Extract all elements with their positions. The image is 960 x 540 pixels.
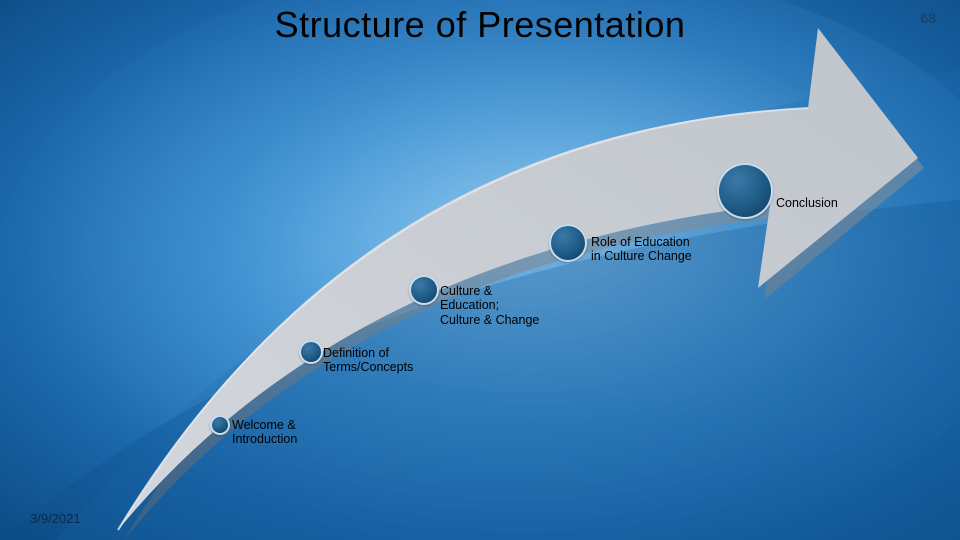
node-circle-icon: [210, 415, 230, 435]
timeline-node-4: [549, 224, 587, 262]
timeline-node-3: [409, 275, 439, 305]
node-label-1: Welcome & Introduction: [232, 418, 297, 447]
node-label-2: Definition of Terms/Concepts: [323, 346, 413, 375]
timeline-node-5: [717, 163, 773, 219]
node-label-5: Conclusion: [776, 196, 838, 210]
slide: Structure of Presentation 68 3/9/2021 We…: [0, 0, 960, 540]
node-circle-icon: [409, 275, 439, 305]
slide-title: Structure of Presentation: [0, 4, 960, 46]
node-circle-icon: [549, 224, 587, 262]
node-label-3: Culture & Education; Culture & Change: [440, 284, 539, 327]
timeline-node-2: [299, 340, 323, 364]
page-number: 68: [920, 10, 936, 26]
timeline-node-1: [210, 415, 230, 435]
slide-date: 3/9/2021: [30, 511, 81, 526]
node-label-4: Role of Education in Culture Change: [591, 235, 692, 264]
node-circle-icon: [299, 340, 323, 364]
curved-arrow: [0, 0, 960, 540]
node-circle-icon: [717, 163, 773, 219]
